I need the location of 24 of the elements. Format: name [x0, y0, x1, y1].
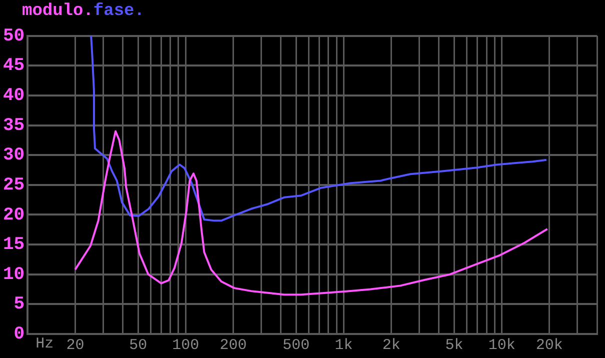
x-tick-label: 5k	[445, 336, 464, 354]
text: modulo.	[22, 2, 94, 21]
y-tick-label: 25	[2, 175, 25, 196]
y-tick-label: 45	[2, 56, 25, 76]
x-tick-label: 500	[282, 336, 310, 354]
x-tick-label: 200	[220, 336, 247, 354]
series-label: fase.	[93, 2, 144, 21]
y-tick-label: 15	[2, 235, 25, 256]
x-tick-label: 50	[129, 336, 148, 354]
y-tick-label: 0	[14, 324, 25, 345]
x-tick-label: 10k	[488, 336, 516, 354]
x-tick-label: 2k	[382, 336, 400, 354]
y-tick-label: 5	[14, 294, 25, 315]
x-tick-label: 20k	[536, 336, 563, 354]
y-tick-label: 40	[2, 86, 25, 106]
y-tick-label: 50	[2, 26, 25, 46]
x-tick-label: 100	[172, 336, 200, 354]
y-tick-label: 20	[2, 205, 25, 226]
y-tick-label: 35	[2, 116, 25, 136]
y-tick-label: 10	[2, 264, 25, 285]
y-tick-label: 30	[2, 146, 25, 166]
x-axis-title: Hz	[36, 335, 54, 352]
x-tick-label: 1k	[334, 336, 353, 354]
x-tick-label: 20	[66, 336, 84, 354]
